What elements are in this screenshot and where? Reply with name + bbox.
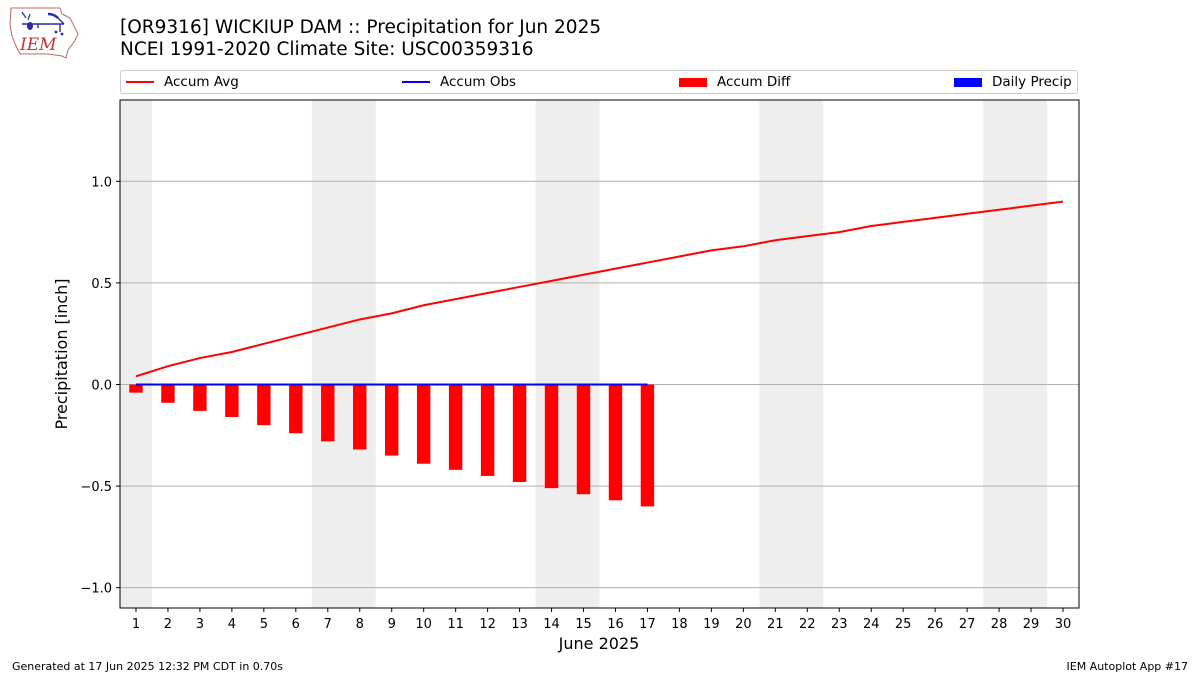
weekend-band (983, 100, 1048, 608)
accum-diff-bar (289, 384, 303, 434)
x-tick-label: 4 (228, 617, 236, 632)
grid-lines (120, 180, 1079, 589)
x-tick-label: 24 (863, 617, 880, 632)
weekend-band (759, 100, 824, 608)
accum-diff-bar (225, 384, 239, 417)
accum-diff-bar (193, 384, 207, 411)
x-tick-label: 28 (991, 617, 1008, 632)
accum-diff-bar (448, 384, 463, 470)
y-tick-label: −1.0 (80, 582, 112, 597)
accum-diff-bar (161, 384, 175, 403)
logo-text: IEM (19, 35, 57, 55)
x-tick-label: 13 (511, 617, 528, 632)
accum-diff-bar (416, 384, 431, 464)
x-tick-label: 26 (927, 617, 944, 632)
legend-swatch-accum-avg (126, 81, 154, 83)
legend-item-accum-avg: Accum Avg (126, 71, 239, 93)
x-tick-label: 2 (164, 617, 172, 632)
x-tick-label: 21 (767, 617, 784, 632)
accum-diff-bar (512, 384, 527, 483)
x-tick-label: 20 (735, 617, 752, 632)
x-tick-label: 19 (703, 617, 720, 632)
accum-diff-bar (544, 384, 559, 489)
y-axis-label: Precipitation [inch] (52, 278, 71, 429)
legend-item-daily-precip: Daily Precip (954, 71, 1072, 93)
accum-diff-bar (480, 384, 495, 476)
chart-subtitle: NCEI 1991-2020 Climate Site: USC00359316 (120, 39, 534, 60)
y-tick-label: 1.0 (91, 175, 112, 190)
weekend-band (535, 100, 600, 608)
x-tick-label: 3 (196, 617, 204, 632)
footer-app-text: IEM Autoplot App #17 (1066, 660, 1189, 673)
footer-generated-text: Generated at 17 Jun 2025 12:32 PM CDT in… (12, 660, 284, 673)
y-tick-label: 0.0 (91, 378, 112, 393)
accum-diff-bar (353, 384, 367, 450)
x-axis-label: June 2025 (558, 634, 640, 653)
iem-logo: IEM (9, 7, 79, 59)
legend-label-accum-diff: Accum Diff (717, 74, 791, 90)
weekend-band (311, 100, 376, 608)
weekend-shading (120, 100, 1048, 608)
accum-diff-bar (576, 384, 591, 495)
x-tick-label: 7 (324, 617, 332, 632)
legend-item-accum-obs: Accum Obs (402, 71, 516, 93)
x-tick-label: 15 (575, 617, 592, 632)
accum-diff-bar (257, 384, 271, 426)
x-tick-label: 25 (895, 617, 912, 632)
x-tick-label: 1 (132, 617, 140, 632)
x-tick-label: 5 (260, 617, 268, 632)
diff-bars (129, 384, 655, 507)
x-tick-label: 30 (1055, 617, 1072, 632)
x-tick-label: 16 (607, 617, 624, 632)
accum-diff-bar (608, 384, 623, 501)
x-tick-label: 23 (831, 617, 848, 632)
x-tick-label: 11 (447, 617, 464, 632)
y-tick-label: 0.5 (91, 277, 112, 292)
accum-diff-bar (385, 384, 399, 456)
accum-diff-bar (640, 384, 655, 507)
x-tick-label: 10 (415, 617, 432, 632)
x-tick-label: 9 (388, 617, 396, 632)
y-tick-label: −0.5 (80, 480, 112, 495)
legend-label-accum-avg: Accum Avg (164, 74, 239, 90)
x-tick-label: 18 (671, 617, 688, 632)
weekend-band (120, 100, 152, 608)
legend-swatch-daily-precip (954, 77, 982, 87)
accum-diff-bar (129, 384, 143, 393)
x-tick-label: 29 (1023, 617, 1040, 632)
series-lines (135, 200, 1064, 386)
legend-swatch-accum-diff (679, 77, 707, 87)
legend-item-accum-diff: Accum Diff (679, 71, 790, 93)
plot-frame (119, 99, 1080, 609)
chart-title: [OR9316] WICKIUP DAM :: Precipitation fo… (120, 17, 602, 38)
x-tick-label: 17 (639, 617, 656, 632)
x-tick-label: 22 (799, 617, 816, 632)
legend: Accum Avg Accum Obs Accum Diff Daily Pre… (120, 70, 1078, 94)
legend-label-accum-obs: Accum Obs (440, 74, 517, 90)
x-tick-label: 27 (959, 617, 976, 632)
legend-label-daily-precip: Daily Precip (992, 74, 1072, 90)
legend-swatch-accum-obs (402, 81, 430, 83)
axis-ticks: −1.0−0.50.00.51.01 2 3 4 5 6 7 8 9 10 11 12 13 14 15 16… (80, 175, 1071, 632)
x-tick-label: 6 (292, 617, 300, 632)
accum-diff-bar (321, 384, 335, 442)
accum-avg-line (135, 200, 1064, 378)
x-tick-label: 12 (479, 617, 496, 632)
x-tick-label: 8 (356, 617, 364, 632)
x-tick-label: 14 (543, 617, 560, 632)
